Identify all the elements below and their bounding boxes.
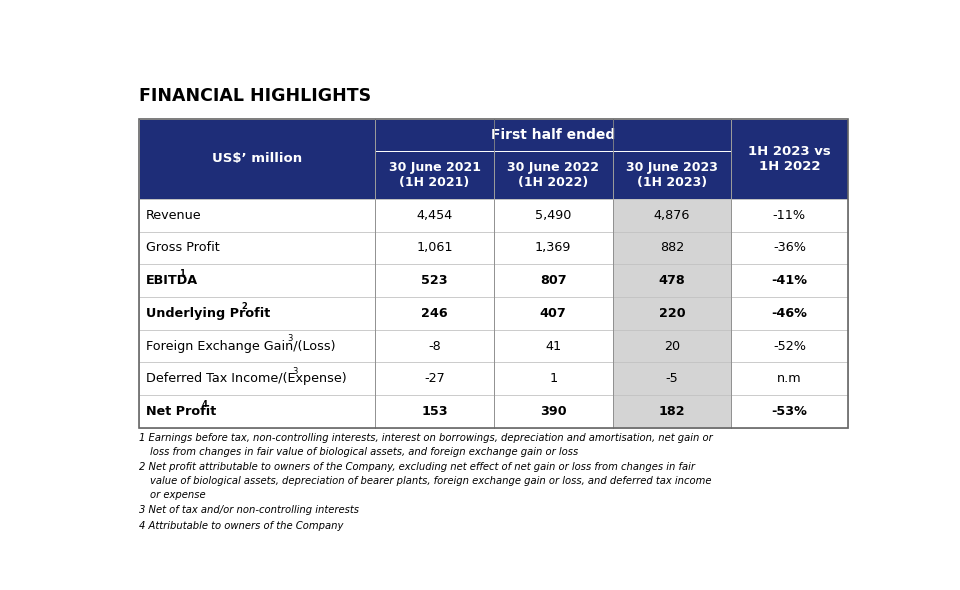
Text: 4,876: 4,876 — [654, 209, 690, 222]
Text: 41: 41 — [545, 340, 562, 353]
Bar — [732, 362, 848, 395]
Text: Deferred Tax Income/(Expense): Deferred Tax Income/(Expense) — [146, 372, 347, 385]
Bar — [493, 232, 612, 264]
Bar — [493, 330, 612, 362]
Text: 246: 246 — [421, 307, 448, 320]
Bar — [493, 395, 612, 428]
Text: 807: 807 — [540, 274, 566, 287]
Bar — [612, 362, 732, 395]
Bar — [612, 232, 732, 264]
Text: -52%: -52% — [773, 340, 806, 353]
Text: 1: 1 — [549, 372, 557, 385]
Bar — [732, 264, 848, 297]
Text: value of biological assets, depreciation of bearer plants, foreign exchange gain: value of biological assets, depreciation… — [150, 476, 711, 486]
Text: 390: 390 — [540, 405, 566, 418]
Text: Gross Profit: Gross Profit — [146, 241, 220, 254]
Bar — [138, 362, 375, 395]
Bar — [732, 199, 848, 232]
Text: 182: 182 — [659, 405, 685, 418]
Text: 4 Attributable to owners of the Company: 4 Attributable to owners of the Company — [138, 520, 343, 530]
Text: 3 Net of tax and/or non-controlling interests: 3 Net of tax and/or non-controlling inte… — [138, 505, 359, 515]
Bar — [138, 199, 375, 232]
Text: or expense: or expense — [150, 490, 205, 500]
Text: Net Profit: Net Profit — [146, 405, 216, 418]
Text: -8: -8 — [428, 340, 441, 353]
Text: -5: -5 — [665, 372, 679, 385]
Text: 1H 2023 vs
1H 2022: 1H 2023 vs 1H 2022 — [748, 145, 830, 173]
Text: 1 Earnings before tax, non-controlling interests, interest on borrowings, deprec: 1 Earnings before tax, non-controlling i… — [138, 433, 712, 443]
Bar — [375, 264, 493, 297]
Bar — [493, 264, 612, 297]
Text: 30 June 2021
(1H 2021): 30 June 2021 (1H 2021) — [389, 161, 481, 189]
Text: loss from changes in fair value of biological assets, and foreign exchange gain : loss from changes in fair value of biolo… — [150, 447, 578, 457]
Text: n.m: n.m — [777, 372, 802, 385]
Bar — [612, 199, 732, 232]
Bar — [138, 297, 375, 330]
Bar — [612, 330, 732, 362]
Bar — [493, 199, 612, 232]
Text: -36%: -36% — [773, 241, 806, 254]
Text: 1: 1 — [180, 269, 185, 278]
Text: First half ended: First half ended — [492, 128, 615, 142]
Text: 30 June 2023
(1H 2023): 30 June 2023 (1H 2023) — [626, 161, 718, 189]
Text: 3: 3 — [288, 335, 293, 343]
Bar — [612, 264, 732, 297]
Text: 153: 153 — [421, 405, 448, 418]
Text: 2: 2 — [241, 301, 247, 311]
Bar — [138, 232, 375, 264]
Text: FINANCIAL HIGHLIGHTS: FINANCIAL HIGHLIGHTS — [138, 87, 371, 104]
Bar — [612, 297, 732, 330]
Text: US$’ million: US$’ million — [212, 152, 302, 165]
Text: 1,369: 1,369 — [535, 241, 571, 254]
Text: 478: 478 — [659, 274, 685, 287]
Text: -41%: -41% — [772, 274, 807, 287]
Text: 30 June 2022
(1H 2022): 30 June 2022 (1H 2022) — [507, 161, 599, 189]
Bar — [612, 395, 732, 428]
Bar — [732, 395, 848, 428]
Bar — [732, 232, 848, 264]
Text: 3: 3 — [293, 367, 299, 376]
Bar — [375, 330, 493, 362]
Text: Foreign Exchange Gain/(Loss): Foreign Exchange Gain/(Loss) — [146, 340, 336, 353]
Text: Revenue: Revenue — [146, 209, 202, 222]
Bar — [138, 330, 375, 362]
Bar — [732, 330, 848, 362]
Bar — [375, 362, 493, 395]
Text: -11%: -11% — [773, 209, 806, 222]
Text: 1,061: 1,061 — [417, 241, 453, 254]
Text: 882: 882 — [660, 241, 684, 254]
Bar — [732, 297, 848, 330]
Bar — [375, 232, 493, 264]
Text: -53%: -53% — [772, 405, 807, 418]
Bar — [138, 264, 375, 297]
Text: 407: 407 — [540, 307, 566, 320]
Text: 4,454: 4,454 — [417, 209, 453, 222]
Text: 20: 20 — [663, 340, 680, 353]
Bar — [493, 362, 612, 395]
Bar — [375, 395, 493, 428]
Bar — [375, 119, 732, 151]
Text: EBITDA: EBITDA — [146, 274, 198, 287]
Text: 4: 4 — [202, 400, 207, 409]
Text: 2 Net profit attributable to owners of the Company, excluding net effect of net : 2 Net profit attributable to owners of t… — [138, 463, 695, 473]
Text: 5,490: 5,490 — [535, 209, 571, 222]
Text: -27: -27 — [424, 372, 444, 385]
Bar — [375, 297, 493, 330]
Text: 220: 220 — [659, 307, 685, 320]
Bar — [138, 395, 375, 428]
Text: -46%: -46% — [772, 307, 807, 320]
Text: Underlying Profit: Underlying Profit — [146, 307, 271, 320]
Text: 523: 523 — [421, 274, 448, 287]
Bar — [493, 297, 612, 330]
Bar — [375, 199, 493, 232]
